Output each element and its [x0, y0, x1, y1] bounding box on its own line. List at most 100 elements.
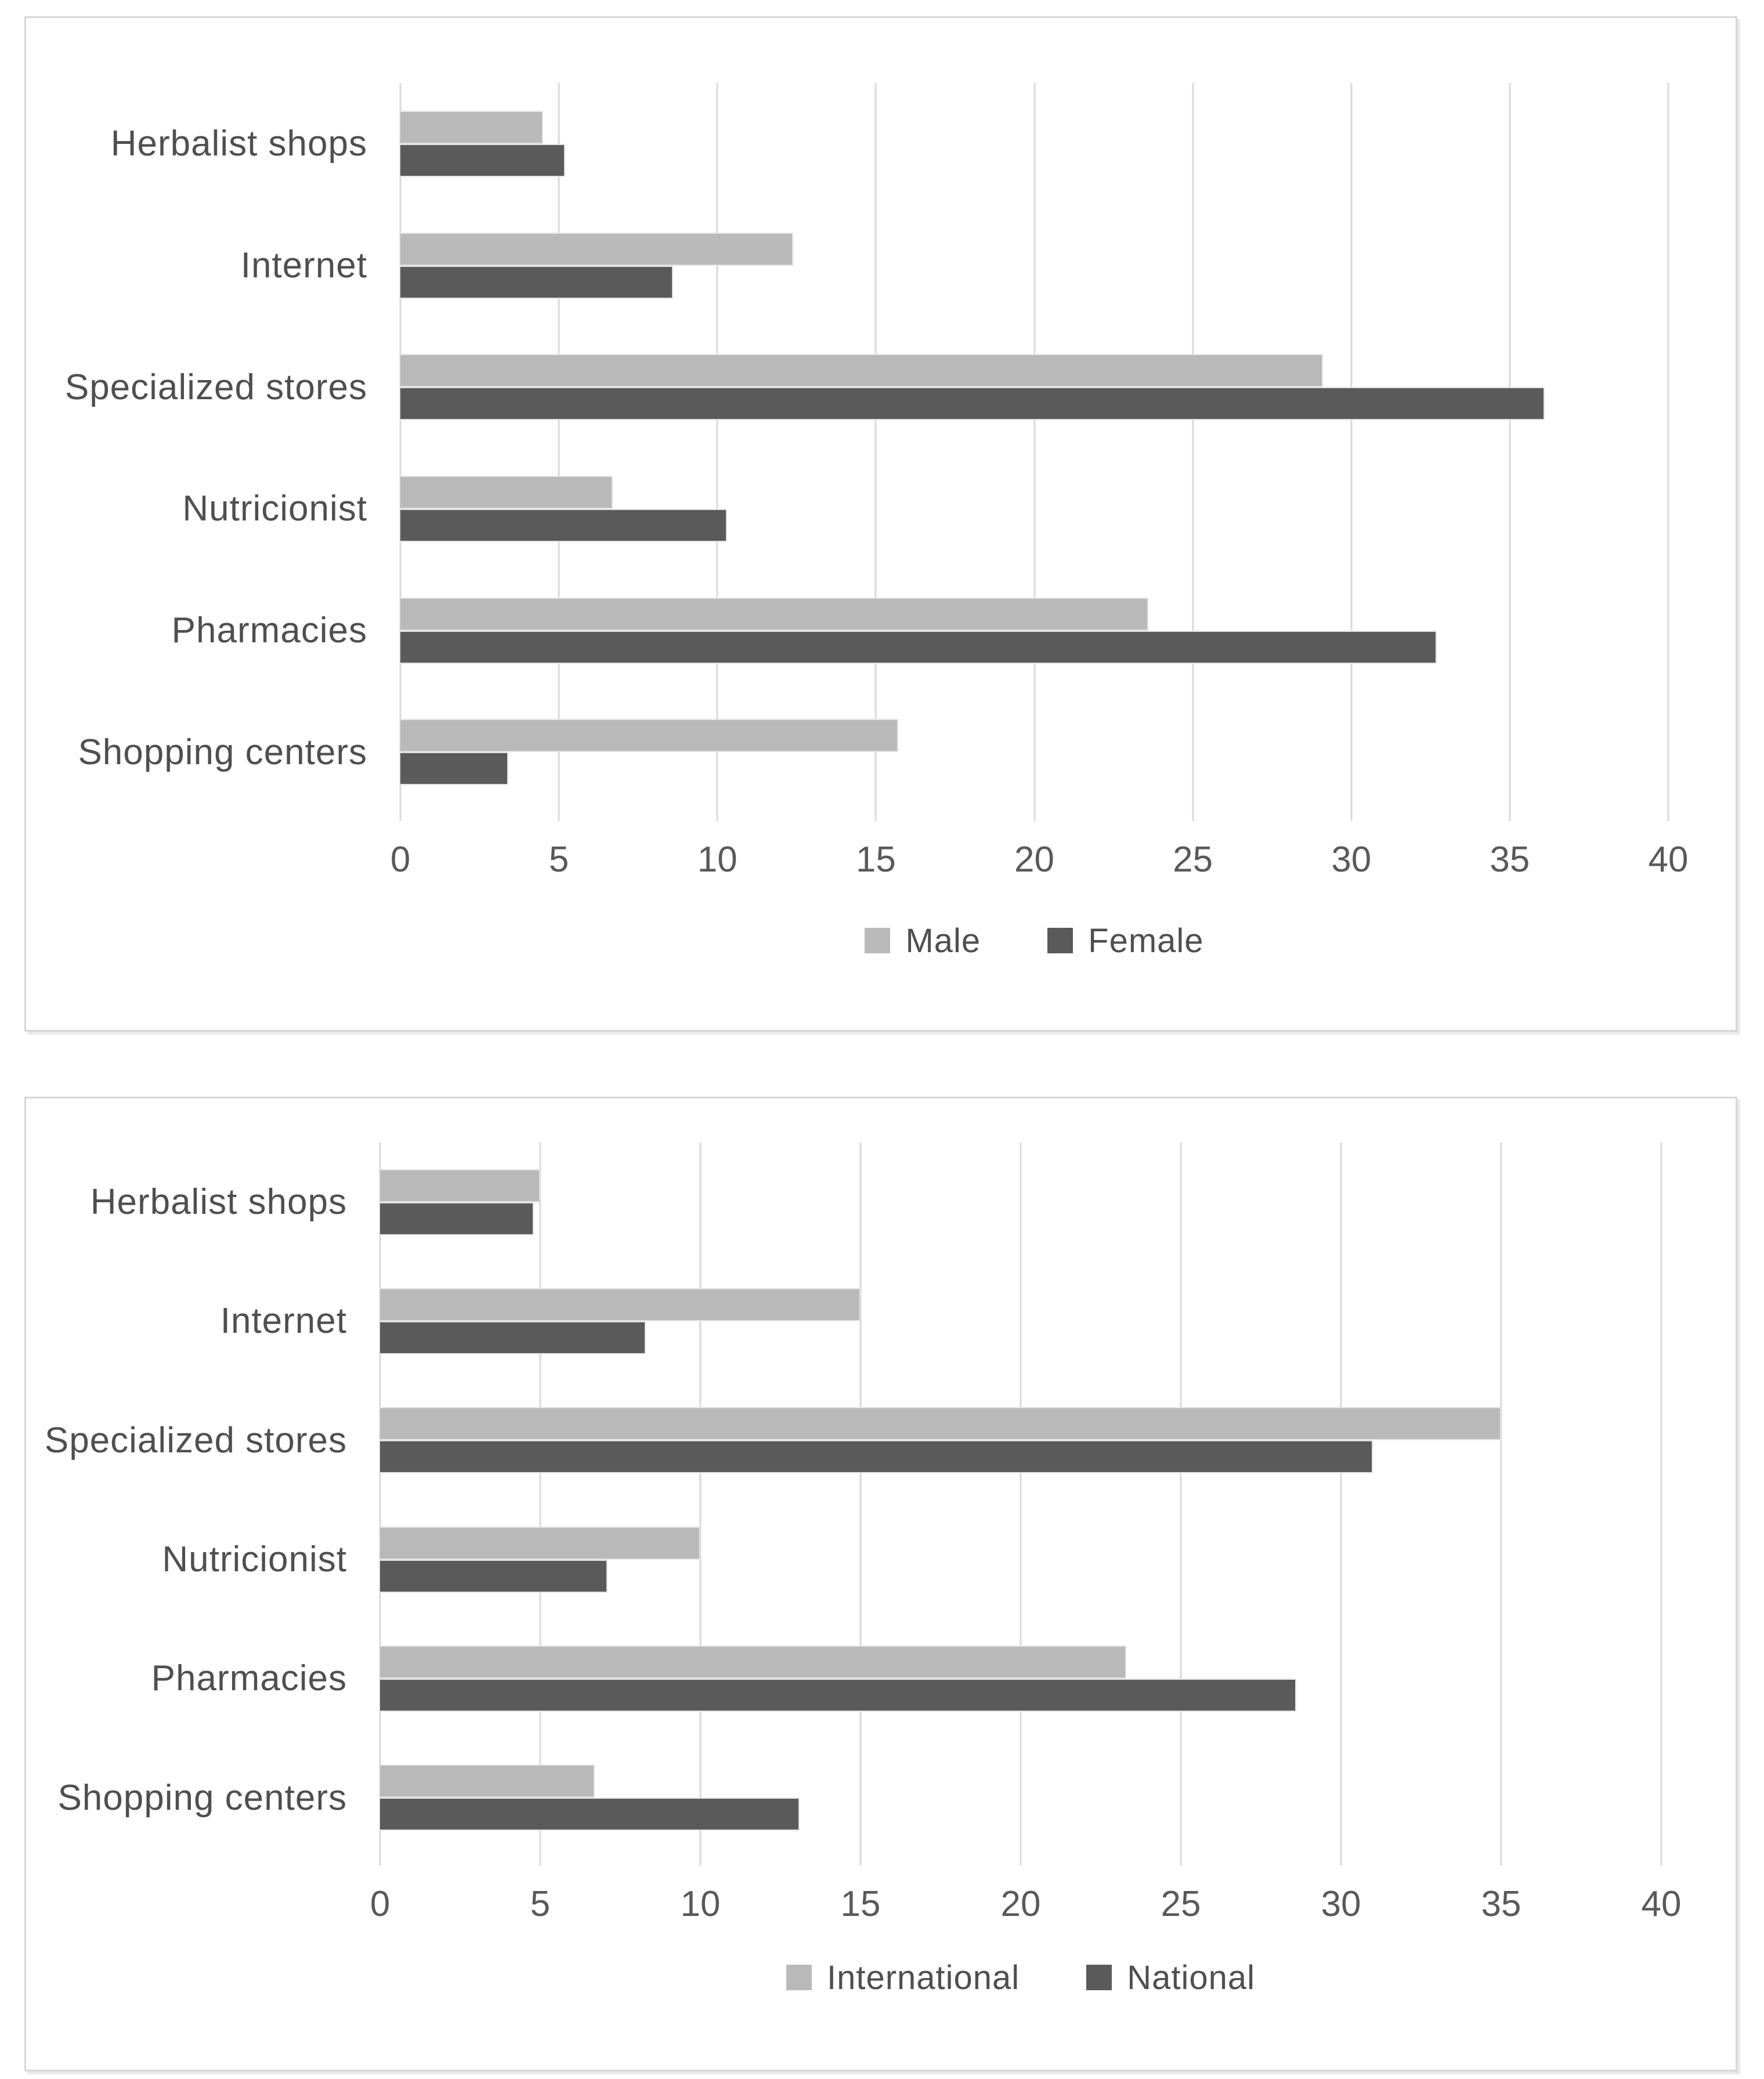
category-label: Pharmacies [171, 610, 367, 651]
gridline [1667, 83, 1669, 821]
category-row [400, 691, 1668, 813]
bar-male [400, 354, 1323, 388]
x-tick-label: 5 [548, 840, 569, 880]
bar-male [400, 232, 794, 266]
gridline [1500, 1142, 1502, 1865]
gridline [539, 1142, 541, 1865]
legend-label-female: Female [1088, 921, 1204, 960]
gridline [1660, 1142, 1662, 1865]
bar-national [380, 1321, 646, 1354]
category-label: Shopping centers [78, 732, 367, 772]
x-axis: 0 5 10 15 20 25 30 35 40 [391, 822, 1689, 888]
x-tick-label: 40 [1648, 840, 1689, 880]
x-tick-label: 15 [855, 840, 896, 880]
gridline [1020, 1142, 1022, 1865]
bar-international [380, 1645, 1127, 1679]
bar-international [380, 1169, 540, 1202]
category-row [380, 1261, 1661, 1380]
gridline [1180, 1142, 1182, 1865]
bar-male [400, 597, 1149, 631]
bar-female [400, 630, 1437, 664]
category-row [380, 1738, 1661, 1857]
category-row [400, 83, 1668, 205]
x-tick-label: 25 [1173, 840, 1213, 880]
bar-female [400, 265, 673, 299]
category-label: Specialized stores [64, 367, 367, 407]
gridline [1509, 83, 1511, 821]
bar-male [400, 719, 898, 753]
bars-layer [380, 1142, 1661, 1857]
chart-panel-by-gender: Herbalist shops Internet Specialized store… [24, 16, 1737, 1032]
bar-national [380, 1202, 534, 1235]
x-tick-label: 40 [1641, 1884, 1682, 1924]
bars-layer [400, 83, 1668, 813]
category-label: Nutricionist [162, 1539, 347, 1580]
bar-international [380, 1765, 595, 1798]
legend-swatch-international-icon [786, 1965, 812, 1990]
gridline-layer [399, 83, 1669, 821]
bar-female [400, 143, 566, 177]
legend-item-international: International [786, 1958, 1020, 1997]
category-row [380, 1142, 1661, 1261]
bar-male [400, 110, 543, 144]
x-tick-label: 20 [1014, 840, 1054, 880]
bar-female [400, 387, 1545, 421]
gridline [1192, 83, 1194, 821]
x-tick-label: 0 [370, 1884, 391, 1924]
gridline [1033, 83, 1035, 821]
gridline [699, 1142, 702, 1865]
bar-female [400, 508, 727, 542]
gridline [1340, 1142, 1342, 1865]
bar-international [380, 1407, 1501, 1441]
legend: International National [380, 1951, 1661, 2004]
x-tick-label: 5 [530, 1884, 551, 1924]
x-tick-label: 35 [1490, 840, 1530, 880]
legend-label-male: Male [905, 921, 981, 960]
category-row [380, 1500, 1661, 1619]
category-row [400, 326, 1668, 448]
category-label: Shopping centers [57, 1777, 347, 1818]
bar-female [400, 752, 508, 786]
legend-label-international: International [826, 1958, 1020, 1997]
x-tick-label: 30 [1321, 1884, 1361, 1924]
category-row [400, 205, 1668, 327]
gridline [716, 83, 718, 821]
category-label: Specialized stores [44, 1420, 347, 1460]
gridline [859, 1142, 862, 1865]
bar-international [380, 1526, 700, 1560]
x-tick-label: 0 [390, 840, 411, 880]
x-tick-label: 10 [680, 1884, 721, 1924]
x-tick-label: 25 [1161, 1884, 1201, 1924]
bar-national [380, 1678, 1296, 1712]
category-row [400, 448, 1668, 570]
category-axis: Herbalist shops Internet Specialized store… [26, 83, 367, 813]
plot-area [399, 83, 1669, 821]
bar-national [380, 1798, 800, 1831]
chart-panel-by-origin: Herbalist shops Internet Specialized store… [24, 1097, 1737, 2071]
legend-item-national: National [1086, 1958, 1255, 1997]
legend-label-national: National [1127, 1958, 1256, 1997]
gridline [1350, 83, 1353, 821]
gridline [874, 83, 877, 821]
category-label: Pharmacies [151, 1658, 347, 1699]
gridline [558, 83, 560, 821]
legend-swatch-national-icon [1086, 1965, 1112, 1990]
x-tick-label: 35 [1481, 1884, 1521, 1924]
bar-national [380, 1440, 1373, 1474]
legend: Male Female [400, 914, 1668, 967]
category-label: Internet [240, 245, 367, 285]
gridline [399, 83, 402, 821]
gridline-layer [379, 1142, 1662, 1865]
x-tick-label: 10 [697, 840, 738, 880]
category-label: Internet [220, 1301, 347, 1342]
gridline [379, 1142, 381, 1865]
legend-item-male: Male [865, 921, 981, 960]
category-row [400, 570, 1668, 692]
x-tick-label: 20 [1000, 1884, 1041, 1924]
plot-area [379, 1142, 1662, 1865]
bar-national [380, 1559, 608, 1593]
category-label: Herbalist shops [90, 1182, 347, 1223]
category-label: Nutricionist [182, 489, 367, 529]
x-tick-label: 15 [840, 1884, 881, 1924]
